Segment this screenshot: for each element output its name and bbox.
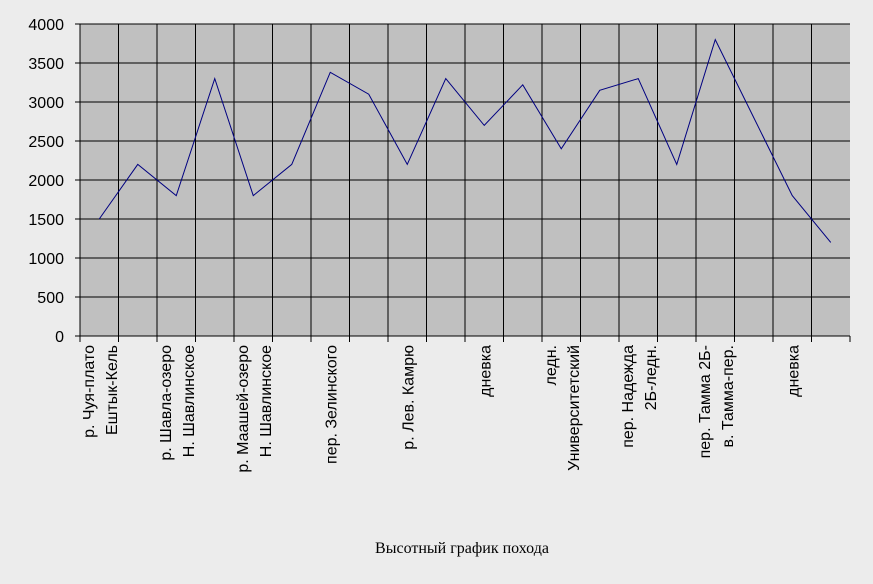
x-tick-label: р. Шавла-озеро Н. Шавлинское bbox=[158, 345, 198, 461]
x-tick-label-line: Н. Шавлинское bbox=[258, 345, 275, 457]
x-tick-label: дневка bbox=[785, 345, 802, 397]
chart-title: Высотный график похода bbox=[375, 540, 549, 557]
y-tick-label: 500 bbox=[37, 290, 64, 307]
data-line bbox=[98, 38, 832, 243]
x-tick-label: дневка bbox=[477, 345, 494, 397]
x-tick-label: пер. Тамма 2Б-в. Тамма-пер. bbox=[697, 345, 737, 458]
x-tick-label: р. Лев. Камрю bbox=[400, 345, 417, 450]
y-tick-label: 2500 bbox=[28, 134, 64, 151]
x-tick-label-line: пер. Тамма 2Б- bbox=[697, 345, 714, 458]
x-tick-label-line: р. Лев. Камрю bbox=[400, 345, 417, 450]
x-tick-label: пер. Надежда 2Б-ледн. bbox=[620, 345, 660, 448]
x-tick-label: ледн. Университетский bbox=[543, 345, 583, 471]
x-tick-label-line: дневка bbox=[477, 345, 494, 397]
x-tick-label-line: в. Тамма-пер. bbox=[720, 345, 737, 447]
x-tick-label: пер. Зелинского bbox=[323, 345, 340, 464]
x-tick-label-line: 2Б-ледн. bbox=[643, 345, 660, 410]
x-tick-label: р. Маашей-озеро Н. Шавлинское bbox=[235, 345, 275, 473]
y-tick-label: 4000 bbox=[28, 17, 64, 34]
y-tick-label: 3500 bbox=[28, 56, 64, 73]
x-tick-label-line: Н. Шавлинское bbox=[181, 345, 198, 457]
x-tick-label-line: р. Маашей-озеро bbox=[235, 345, 252, 473]
y-tick-label: 0 bbox=[55, 329, 64, 346]
x-tick-label: р. Чуя-плато Ештык-Кель bbox=[81, 345, 121, 438]
x-tick-label-line: пер. Зелинского bbox=[323, 345, 340, 464]
x-tick-label-line: ледн. bbox=[543, 345, 560, 386]
y-tick-label: 2000 bbox=[28, 173, 64, 190]
x-tick-label-line: Ештык-Кель bbox=[104, 345, 121, 435]
x-tick-label-line: Университетский bbox=[566, 345, 583, 471]
y-tick-label: 3000 bbox=[28, 95, 64, 112]
x-tick-label-line: пер. Надежда bbox=[620, 345, 637, 448]
y-tick-label: 1000 bbox=[28, 251, 64, 268]
y-tick-label: 1500 bbox=[28, 212, 64, 229]
x-tick-label-line: дневка bbox=[785, 345, 802, 397]
x-tick-label-line: р. Чуя-плато bbox=[81, 345, 98, 438]
x-tick-label-line: р. Шавла-озеро bbox=[158, 345, 175, 461]
